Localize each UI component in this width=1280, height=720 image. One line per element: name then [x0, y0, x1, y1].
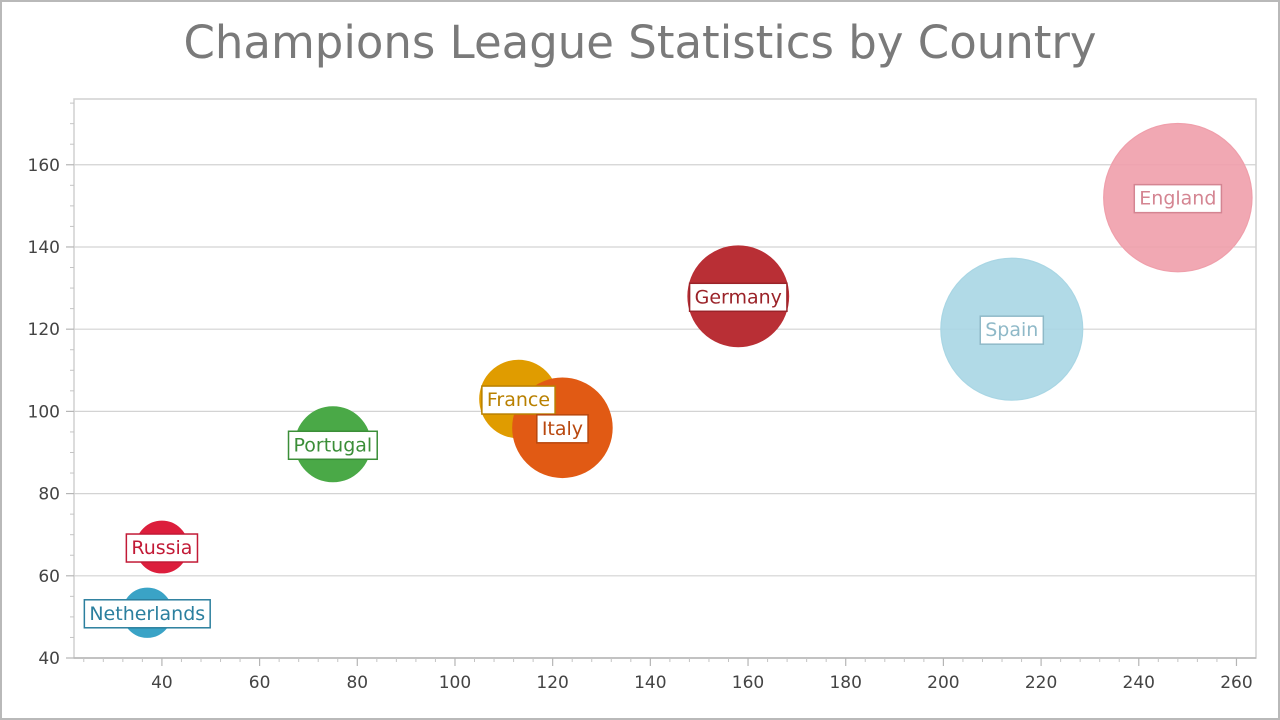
bubble-label-text: England [1139, 188, 1216, 210]
x-tick-label: 180 [829, 673, 861, 693]
chart-title: Champions League Statistics by Country [183, 16, 1097, 69]
x-tick-label: 260 [1220, 673, 1252, 693]
y-tick-label: 160 [28, 156, 60, 176]
x-tick-label: 60 [249, 673, 271, 693]
bubble-label-box [287, 430, 378, 461]
bubble-label-england: England [1133, 183, 1223, 214]
bubble-label-italy: Italy [536, 414, 589, 444]
y-tick-label: 100 [28, 402, 60, 422]
bubble-label-box [481, 385, 556, 415]
x-tick-label: 120 [536, 673, 568, 693]
bubble-label-france: France [481, 385, 556, 415]
x-tick-label: 200 [927, 673, 959, 693]
plot-area [73, 98, 1257, 659]
y-tick-label: 80 [38, 485, 60, 505]
bubble-label-russia: Russia [125, 533, 199, 563]
bubble-label-germany: Germany [688, 282, 788, 313]
bubble-label-box [979, 315, 1045, 345]
x-tick-label: 140 [634, 673, 666, 693]
x-tick-label: 80 [346, 673, 368, 693]
x-tick-label: 240 [1123, 673, 1155, 693]
bubble-label-box [688, 282, 788, 313]
bubble-label-box [125, 533, 199, 563]
bubble-label-box [1133, 183, 1223, 214]
bubble-label-portugal: Portugal [287, 430, 378, 461]
x-tick-label: 100 [439, 673, 471, 693]
x-tick-label: 160 [732, 673, 764, 693]
bubble-label-text: Netherlands [89, 603, 205, 625]
bubble-label-text: Portugal [294, 434, 373, 456]
bubble-label-text: Italy [542, 418, 583, 440]
y-tick-label: 40 [38, 649, 60, 669]
bubble-label-spain: Spain [979, 315, 1045, 345]
y-tick-label: 60 [38, 567, 60, 587]
y-tick-label: 140 [28, 238, 60, 258]
bubble-label-text: Russia [131, 537, 192, 559]
bubble-label-text: France [487, 389, 550, 411]
y-tick-label: 120 [28, 320, 60, 340]
bubble-label-box [83, 599, 211, 629]
bubble-label-text: Germany [695, 286, 782, 308]
bubble-label-text: Spain [985, 319, 1038, 341]
x-tick-label: 220 [1025, 673, 1057, 693]
bubble-label-box [536, 414, 589, 444]
bubble-label-netherlands: Netherlands [83, 599, 211, 629]
x-tick-label: 40 [151, 673, 173, 693]
